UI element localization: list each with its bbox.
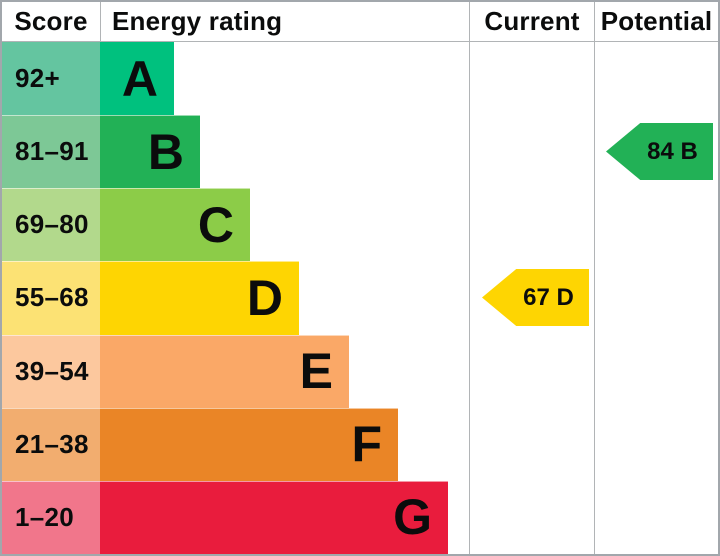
column-header-current: Current <box>484 6 580 36</box>
band-letter-g: G <box>393 489 432 546</box>
band-letter-e: E <box>299 343 333 400</box>
band-row-a: 92+ A <box>2 42 718 116</box>
band-row-e: 39–54 E <box>2 334 718 408</box>
column-header-score: Score <box>2 2 101 41</box>
score-range-b: 81–91 <box>2 115 100 189</box>
band-row-b: 81–91 B <box>2 115 718 189</box>
rating-bands: 92+ A 81–91 B 69–80 C 55–68 D 39–54 <box>2 42 718 554</box>
rating-bar-g: G <box>100 480 448 554</box>
score-range-c: 69–80 <box>2 188 100 262</box>
score-range-a: 92+ <box>2 42 100 116</box>
band-row-c: 69–80 C <box>2 188 718 262</box>
current-column-divider <box>469 2 470 554</box>
band-letter-a: A <box>121 50 158 107</box>
score-range-e: 39–54 <box>2 334 100 408</box>
band-letter-b: B <box>147 123 184 180</box>
column-header-potential: Potential <box>600 6 713 36</box>
score-range-f: 21–38 <box>2 407 100 481</box>
chart-header: Score Energy rating Current Potential <box>2 2 718 42</box>
potential-column-divider <box>594 2 595 554</box>
band-letter-d: D <box>246 269 283 326</box>
band-letter-f: F <box>351 416 382 473</box>
score-range-d: 55–68 <box>2 261 100 335</box>
rating-bar-b: B <box>100 115 200 189</box>
band-letter-c: C <box>197 196 234 253</box>
score-range-g: 1–20 <box>2 480 100 554</box>
band-row-f: 21–38 F <box>2 407 718 481</box>
rating-bar-d: D <box>100 261 299 335</box>
column-header-energy-rating: Energy rating <box>112 6 283 36</box>
rating-bar-f: F <box>100 407 398 481</box>
rating-bar-e: E <box>100 334 349 408</box>
rating-bar-a: A <box>100 42 174 116</box>
rating-bar-c: C <box>100 188 250 262</box>
band-row-d: 55–68 D <box>2 261 718 335</box>
band-row-g: 1–20 G <box>2 480 718 554</box>
